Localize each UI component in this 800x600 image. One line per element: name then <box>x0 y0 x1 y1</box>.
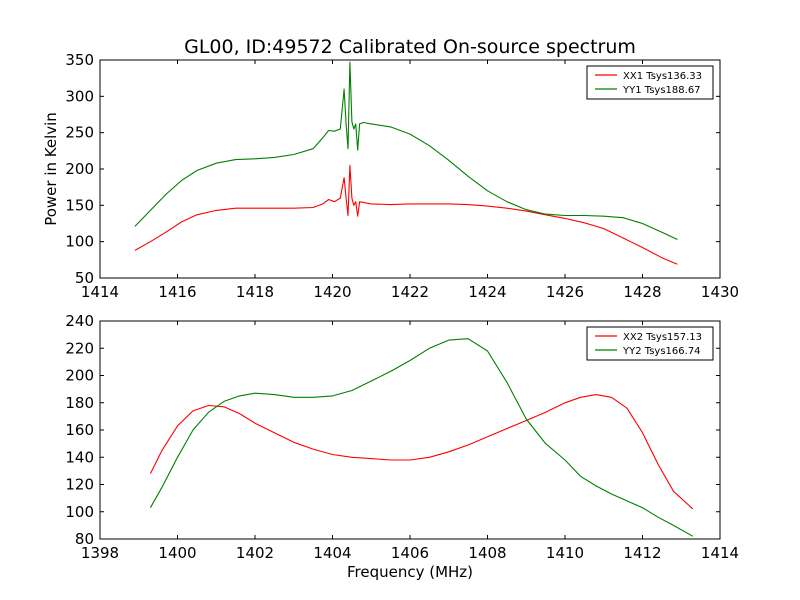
y-axis-label: Power in Kelvin <box>42 112 60 226</box>
x-tick-label: 1420 <box>313 283 351 301</box>
y-tick-label: 160 <box>65 421 94 439</box>
x-tick-label: 1398 <box>81 544 119 562</box>
y-tick-label: 140 <box>65 448 94 466</box>
x-axis-label: Frequency (MHz) <box>347 563 473 581</box>
legend-box <box>586 326 714 361</box>
x-tick-label: 1402 <box>236 544 274 562</box>
x-tick-label: 1428 <box>623 283 661 301</box>
y-tick-label: 200 <box>65 367 94 385</box>
y-tick-label: 180 <box>65 394 94 412</box>
y-tick-label: 100 <box>65 233 94 251</box>
x-tick-label: 1418 <box>236 283 274 301</box>
bottom-spectrum-plot: 1398 1400 1402 1404 1406 1408 1410 1412 1414 80 10… <box>65 312 739 581</box>
x-tick-label: 1408 <box>468 544 506 562</box>
legend-entry-label: YY1 Tsys188.67 <box>622 85 701 96</box>
legend: XX1 Tsys136.33 YY1 Tsys188.67 <box>586 65 714 100</box>
y-tick-label: 220 <box>65 339 94 357</box>
x-tick-label: 1400 <box>158 544 196 562</box>
x-tick-label: 1414 <box>81 283 119 301</box>
series-line-xx2-tsys157-13 <box>149 394 694 510</box>
x-tick-label: 1406 <box>391 544 429 562</box>
x-tick-label: 1426 <box>546 283 584 301</box>
y-tick-label: 150 <box>65 196 94 214</box>
legend-entry-label: XX1 Tsys136.33 <box>623 71 702 82</box>
y-tick-label: 240 <box>65 312 94 330</box>
x-tick-label: 1430 <box>701 283 739 301</box>
series-line-yy2-tsys166-74 <box>149 338 694 537</box>
y-tick-label: 300 <box>65 87 94 105</box>
y-tick-label: 200 <box>65 160 94 178</box>
x-tick-label: 1404 <box>313 544 351 562</box>
figure-title: GL00, ID:49572 Calibrated On-source spec… <box>184 36 636 58</box>
y-tick-label: 350 <box>65 51 94 69</box>
x-tick-label: 1410 <box>546 544 584 562</box>
top-spectrum-plot: 1414 1416 1418 1420 1422 1424 1426 1428 1430 50 10… <box>42 51 739 301</box>
series-line-yy1-tsys188-67 <box>134 61 678 240</box>
series-line-xx1-tsys136-33 <box>134 164 678 265</box>
x-tick-label: 1412 <box>623 544 661 562</box>
x-tick-label: 1414 <box>701 544 739 562</box>
y-tick-label: 250 <box>65 124 94 142</box>
y-tick-label: 100 <box>65 503 94 521</box>
legend-entry-label: XX2 Tsys157.13 <box>623 332 702 343</box>
y-tick-label: 120 <box>65 476 94 494</box>
y-tick-label: 50 <box>75 269 94 287</box>
x-tick-label: 1422 <box>391 283 429 301</box>
x-tick-label: 1416 <box>158 283 196 301</box>
legend: XX2 Tsys157.13 YY2 Tsys166.74 <box>586 326 714 361</box>
x-tick-label: 1424 <box>468 283 506 301</box>
y-tick-label: 80 <box>75 530 94 548</box>
legend-entry-label: YY2 Tsys166.74 <box>622 346 701 357</box>
legend-box <box>586 65 714 100</box>
